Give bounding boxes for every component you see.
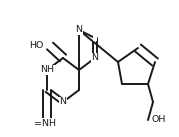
Text: HO: HO: [30, 42, 44, 51]
Text: OH: OH: [152, 115, 166, 125]
Text: N: N: [76, 25, 83, 35]
Text: N: N: [91, 54, 98, 62]
Text: N: N: [59, 98, 67, 106]
Text: NH: NH: [40, 65, 54, 75]
Text: N: N: [43, 65, 50, 75]
Text: =NH: =NH: [34, 119, 56, 128]
